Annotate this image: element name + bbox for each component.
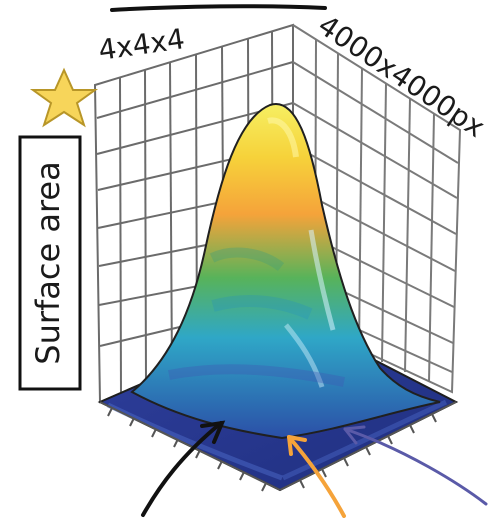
vertical-label-box: Surface area (18, 135, 82, 391)
gaussian-peak (130, 102, 441, 440)
arrow-purple (343, 425, 488, 506)
vertical-label: Surface area (29, 161, 67, 364)
top-line (110, 4, 327, 12)
arrow-orange (287, 435, 346, 518)
star-icon (29, 67, 99, 128)
top-right-label: 4000x4000px (312, 8, 491, 144)
bottom-rulers (99, 401, 457, 492)
top-left-label: 4x4x4 (96, 22, 186, 67)
arrow-black (141, 420, 226, 517)
